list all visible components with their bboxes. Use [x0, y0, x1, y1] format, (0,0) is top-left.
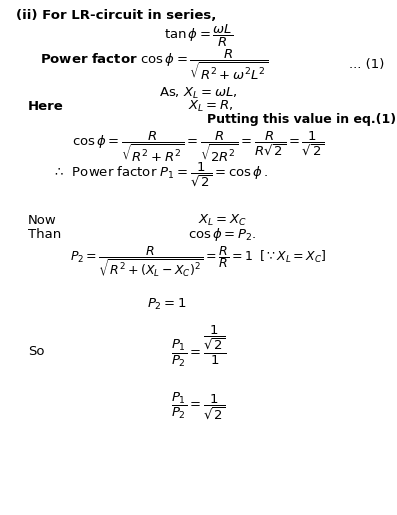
Text: $\dfrac{P_1}{P_2} = \dfrac{\dfrac{1}{\sqrt{2}}}{1}$: $\dfrac{P_1}{P_2} = \dfrac{\dfrac{1}{\sq… — [171, 323, 226, 369]
Text: Putting this value in eq.(1): Putting this value in eq.(1) — [207, 113, 396, 126]
Text: $\mathrm{tan}\,\phi = \dfrac{\omega L}{R}$: $\mathrm{tan}\,\phi = \dfrac{\omega L}{R… — [164, 23, 233, 49]
Text: $\cos\phi = \dfrac{R}{\sqrt{R^2+R^2}} = \dfrac{R}{\sqrt{2R^2}} = \dfrac{R}{R\sqr: $\cos\phi = \dfrac{R}{\sqrt{R^2+R^2}} = … — [72, 130, 325, 164]
Text: Power factor $\cos\phi = \dfrac{R}{\sqrt{R^2+\omega^2 L^2}}$: Power factor $\cos\phi = \dfrac{R}{\sqrt… — [40, 48, 268, 82]
Text: (ii) For LR-circuit in series,: (ii) For LR-circuit in series, — [16, 9, 216, 22]
Text: $X_L = R,$: $X_L = R,$ — [188, 99, 233, 114]
Text: $X_L = X_C$: $X_L = X_C$ — [198, 213, 247, 228]
Text: $\dfrac{P_1}{P_2} = \dfrac{1}{\sqrt{2}}$: $\dfrac{P_1}{P_2} = \dfrac{1}{\sqrt{2}}$ — [172, 390, 225, 421]
Text: Now: Now — [28, 214, 56, 227]
Text: Than: Than — [28, 228, 61, 241]
Text: $\cos\phi = P_2.$: $\cos\phi = P_2.$ — [188, 226, 256, 243]
Text: $\therefore\,$ Power factor $P_1 = \dfrac{1}{\sqrt{2}} = \cos\phi\,.$: $\therefore\,$ Power factor $P_1 = \dfra… — [52, 161, 268, 189]
Text: ... (1): ... (1) — [349, 58, 385, 72]
Text: $P_2 = 1$: $P_2 = 1$ — [147, 297, 187, 313]
Text: Here: Here — [28, 100, 64, 113]
Text: As, $X_L = \omega L,$: As, $X_L = \omega L,$ — [159, 86, 238, 101]
Text: So: So — [28, 345, 44, 358]
Text: $P_2 = \dfrac{R}{\sqrt{R^2+(X_L-X_C)^2}} = \dfrac{R}{R} = 1\;\;[\because X_L = X: $P_2 = \dfrac{R}{\sqrt{R^2+(X_L-X_C)^2}}… — [70, 245, 327, 280]
